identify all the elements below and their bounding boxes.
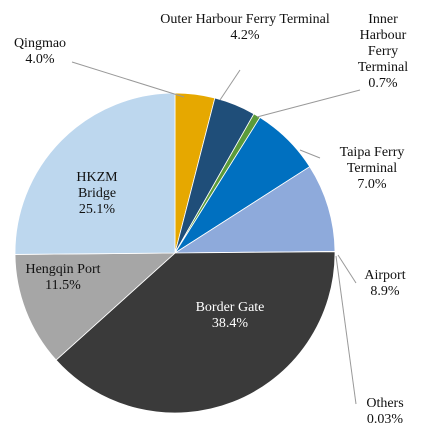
category-label: Taipa Ferry Terminal (339, 145, 405, 176)
value-label: 38.4% (211, 316, 249, 331)
slice-label: Others 0.03% (350, 396, 420, 423)
pie-slice (55, 251, 336, 414)
value-label: 11.5% (45, 278, 81, 293)
category-label: Outer Harbour Ferry Terminal (160, 12, 330, 27)
slice-label: Inner Harbour Ferry Terminal 0.7% (350, 12, 416, 92)
leader-line (219, 69, 241, 101)
value-label: 0.7% (368, 76, 398, 91)
value-label: 7.0% (357, 177, 387, 192)
slice-label: Border Gate 38.4% (170, 300, 290, 332)
pie-slice (14, 92, 176, 255)
category-label: Airport (364, 268, 406, 283)
pie-slice (173, 166, 336, 254)
category-label: Border Gate (195, 300, 265, 315)
leader-line (335, 255, 357, 405)
value-label: 8.9% (370, 284, 400, 299)
category-label: Hengqin Port (25, 262, 101, 277)
leader-line (337, 254, 357, 284)
slice-label: Taipa Ferry Terminal 7.0% (322, 145, 422, 193)
slice-label: Airport 8.9% (350, 268, 420, 300)
value-label: 25.1% (78, 202, 116, 217)
value-label: 4.2% (230, 28, 260, 43)
category-label: HKZM Bridge (76, 170, 118, 201)
value-label: 4.0% (25, 52, 55, 67)
category-label: Qingmao (13, 36, 67, 51)
slice-label: Outer Harbour Ferry Terminal 4.2% (150, 12, 340, 44)
value-label: 0.03% (366, 412, 404, 423)
leader-line (256, 89, 361, 118)
leader-line (299, 149, 321, 159)
leader-line (71, 61, 185, 98)
slice-label: Qingmao 4.0% (10, 36, 70, 68)
category-label: Others (366, 396, 404, 411)
pie-slice (14, 252, 177, 361)
slice-label: Hengqin Port 11.5% (18, 262, 108, 294)
slice-label: HKZM Bridge 25.1% (64, 170, 130, 218)
category-label: Inner Harbour Ferry Terminal (357, 12, 409, 75)
